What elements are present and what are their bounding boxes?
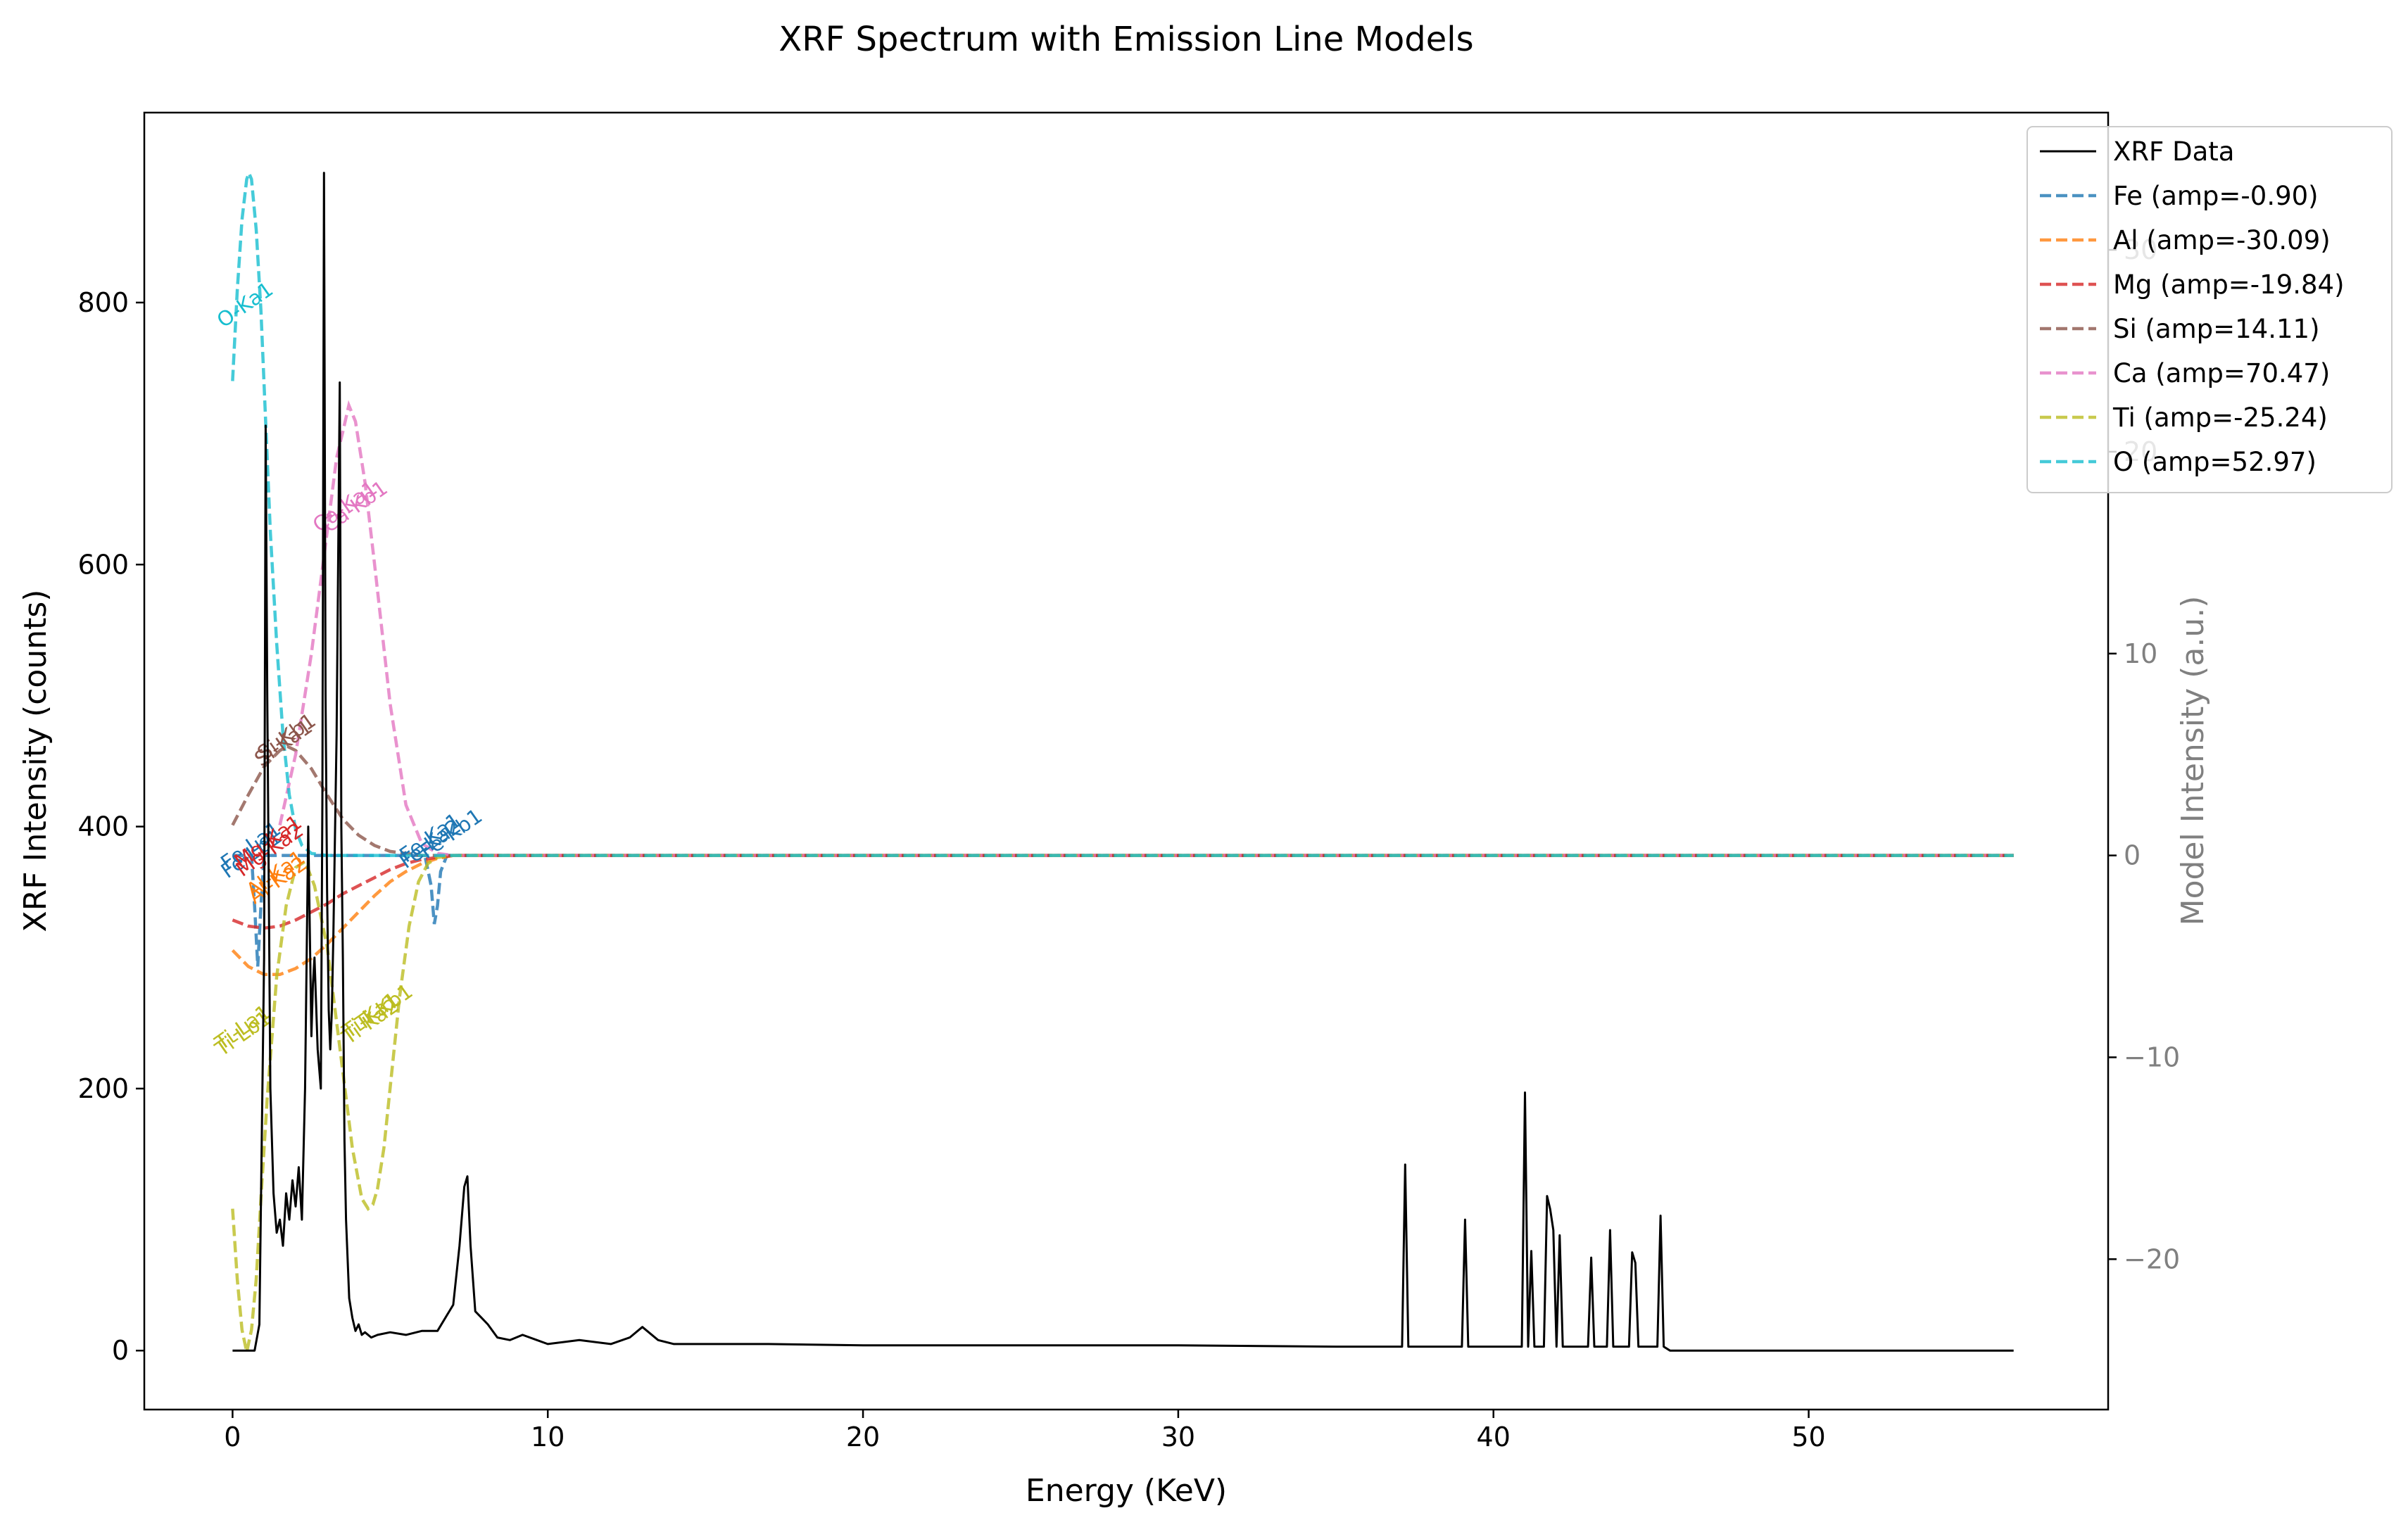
x-tick-label: 20: [846, 1422, 880, 1452]
legend-box: [2026, 126, 2393, 493]
chart-title: XRF Spectrum with Emission Line Models: [778, 20, 1473, 59]
x-tick-label: 40: [1477, 1422, 1511, 1452]
y-tick-label: 600: [77, 549, 129, 580]
model-line-ti: [231, 854, 2014, 1353]
legend: XRF Data Fe (amp=-0.90) Al (amp=-30.09) Mg …: [2026, 126, 2393, 493]
model-line-o: [231, 168, 2014, 857]
xrf-data-layer: [232, 172, 2014, 1352]
model-line-ca: [278, 400, 2014, 857]
legend-label: Mg (amp=-19.84): [2113, 270, 2345, 300]
model-line-si: [231, 745, 2014, 857]
x-tick-label: 0: [224, 1422, 241, 1452]
y-axis-right-label: Model Intensity (a.u.): [2175, 596, 2211, 926]
x-tick-label: 10: [531, 1422, 565, 1452]
model-line-mg: [232, 854, 2014, 930]
legend-label: Fe (amp=-0.90): [2113, 181, 2319, 211]
y-right-tick-label: 0: [2124, 840, 2141, 871]
y-right-tick-label: −20: [2124, 1243, 2180, 1274]
legend-label: Ti (amp=-25.24): [2112, 403, 2328, 433]
x-tick-label: 50: [1791, 1422, 1825, 1452]
series-layer: [231, 168, 2014, 1353]
x-axis-label: Energy (KeV): [1026, 1473, 1227, 1509]
y-right-tick-label: −10: [2124, 1042, 2180, 1072]
y-right-tick-label: 10: [2124, 638, 2157, 669]
legend-label: XRF Data: [2113, 137, 2234, 167]
y-axis-left: 0 200 400 600 800: [77, 287, 144, 1366]
legend-label: O (amp=52.97): [2113, 447, 2316, 477]
x-tick-label: 30: [1161, 1422, 1195, 1452]
y-tick-label: 200: [77, 1073, 129, 1104]
legend-label: Si (amp=14.11): [2113, 314, 2320, 344]
legend-label: Ca (amp=70.47): [2113, 358, 2330, 388]
y-axis-label: XRF Intensity (counts): [18, 590, 53, 932]
xrf-data-line: [232, 172, 2014, 1352]
y-tick-label: 0: [112, 1335, 129, 1366]
y-tick-label: 800: [77, 287, 129, 318]
plot-frame: [143, 111, 2110, 1411]
x-axis: 0 10 20 30 40 50: [224, 1410, 1826, 1452]
legend-label: Al (amp=-30.09): [2113, 225, 2331, 255]
y-tick-label: 400: [77, 811, 129, 842]
